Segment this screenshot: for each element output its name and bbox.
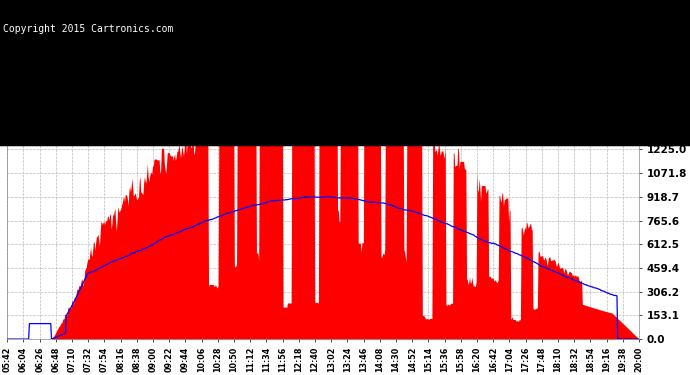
Text: Copyright 2015 Cartronics.com: Copyright 2015 Cartronics.com [3, 24, 174, 34]
Legend: Radiation (w/m2), West Array (DC Watts): Radiation (w/m2), West Array (DC Watts) [421, 59, 635, 74]
Title: West Array Power & Solar Radiation Fri Jul 31 20:13: West Array Power & Solar Radiation Fri J… [81, 36, 565, 54]
